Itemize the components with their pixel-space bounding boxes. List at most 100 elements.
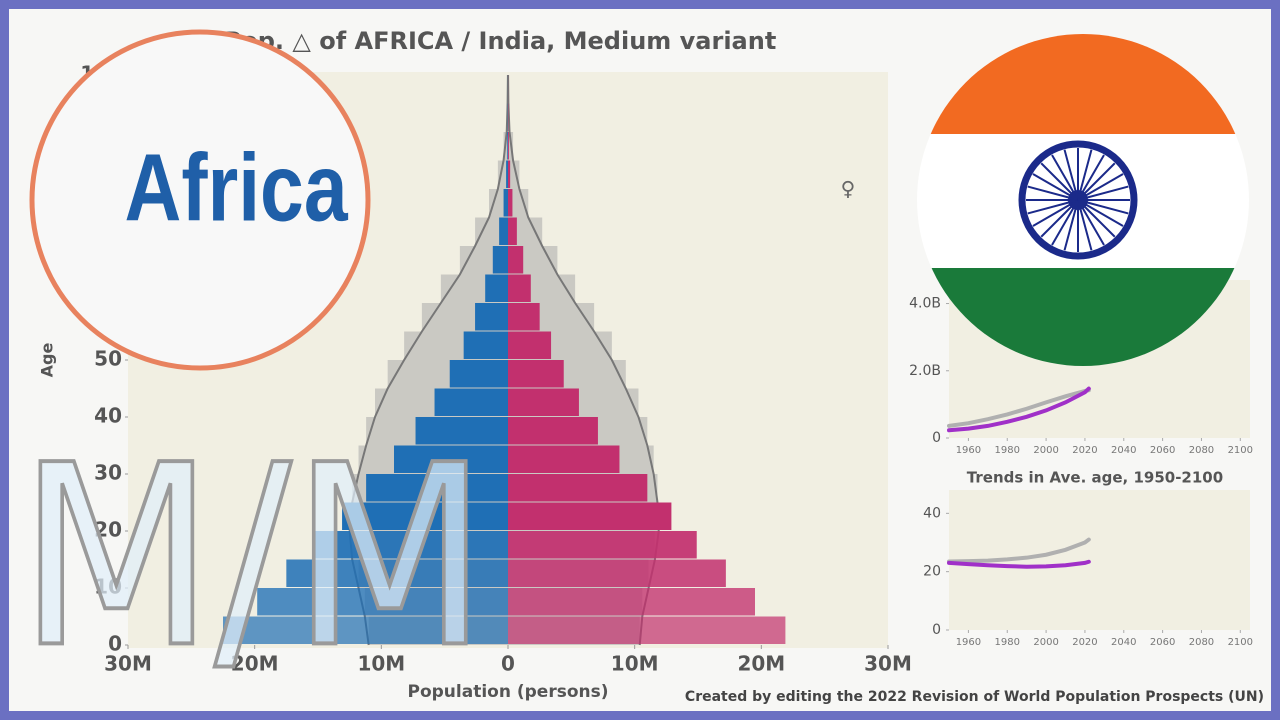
spoke — [1077, 199, 1105, 246]
x-tick-label: 1960 — [956, 445, 981, 456]
y-axis-label: Age — [38, 343, 57, 378]
bar — [508, 588, 755, 616]
spoke — [1077, 199, 1124, 227]
badge-circle — [29, 29, 371, 371]
chart-title: Trends in Ave. age, 1950-2100 — [967, 469, 1223, 487]
spoke — [1063, 199, 1079, 251]
spoke — [1077, 199, 1093, 251]
reference-bar — [497, 160, 508, 189]
chart-title: Pop. △ of AFRICA / India, Medium variant — [224, 27, 777, 55]
spoke — [1077, 173, 1124, 201]
line — [947, 388, 1091, 428]
spoke — [1077, 185, 1129, 201]
bar — [503, 189, 508, 217]
bar — [257, 588, 508, 616]
bar — [508, 189, 513, 217]
spoke — [1077, 149, 1093, 201]
annotation: ♀ — [841, 177, 856, 201]
bar — [394, 445, 508, 473]
x-tick-label: 2000 — [1033, 637, 1058, 648]
reference-bar — [508, 189, 529, 218]
x-tick-label: 2000 — [1033, 445, 1058, 456]
x-tick-label: 20M — [737, 652, 785, 676]
line — [947, 386, 1091, 433]
bar — [342, 502, 508, 530]
bar — [508, 331, 552, 359]
chakra — [1018, 140, 1138, 260]
bar — [508, 502, 672, 530]
bar — [508, 559, 726, 587]
x-tick-label: 2020 — [1072, 445, 1097, 456]
x-tick-label: 0 — [501, 652, 515, 676]
x-tick-label: 2020 — [1072, 637, 1097, 648]
bar — [499, 217, 508, 245]
y-tick-label: 10 — [94, 575, 122, 599]
bar — [475, 303, 508, 331]
bar — [508, 217, 517, 245]
x-tick-label: 2100 — [1228, 445, 1253, 456]
x-tick-label: 20M — [231, 652, 279, 676]
bar — [508, 474, 648, 502]
bar — [366, 474, 508, 502]
spoke — [1032, 173, 1079, 201]
charts: 010203040506070809010030M20M10M010M20M30… — [80, 62, 1253, 676]
bar — [506, 160, 508, 188]
x-tick-label: 2080 — [1189, 445, 1214, 456]
spoke — [1027, 185, 1079, 201]
y-tick-label: 50 — [94, 347, 122, 371]
bar — [508, 360, 564, 388]
x-tick-label: 1960 — [956, 637, 981, 648]
x-tick-label: 2080 — [1189, 637, 1214, 648]
x-tick-label: 2040 — [1111, 445, 1136, 456]
bar — [508, 132, 509, 160]
watermark: M/M — [18, 411, 488, 702]
reference-bar — [508, 160, 520, 189]
bar — [415, 417, 508, 445]
spoke — [1051, 154, 1079, 201]
spoke — [1077, 162, 1116, 201]
bar — [485, 274, 508, 302]
x-tick-label: 10M — [611, 652, 659, 676]
y-tick-label: 20 — [923, 564, 941, 580]
spoke — [1040, 199, 1079, 238]
bar — [508, 616, 786, 644]
reference-bar — [489, 189, 508, 218]
spoke — [1063, 149, 1079, 201]
bar — [508, 417, 598, 445]
x-tick-label: 30M — [864, 652, 912, 676]
y-tick-label: 4.0B — [909, 296, 941, 312]
y-tick-label: 40 — [94, 404, 122, 428]
x-tick-label: 2060 — [1150, 445, 1175, 456]
spoke — [1032, 199, 1079, 227]
spoke — [1040, 162, 1079, 201]
bar — [508, 160, 511, 188]
x-tick-label: 1980 — [995, 445, 1020, 456]
bar — [508, 531, 697, 559]
credit: Created by editing the 2022 Revision of … — [685, 689, 1264, 705]
bar — [508, 274, 531, 302]
x-tick-label: 1980 — [995, 637, 1020, 648]
bar — [492, 246, 508, 274]
bar — [286, 559, 508, 587]
bar — [507, 132, 508, 160]
y-tick-label: 2.0B — [909, 363, 941, 379]
y-tick-label: 0 — [932, 430, 941, 446]
spoke — [1077, 199, 1129, 215]
bar — [508, 445, 620, 473]
y-tick-label: 30 — [94, 461, 122, 485]
spoke — [1077, 154, 1105, 201]
spoke — [1077, 199, 1116, 238]
bar — [508, 303, 540, 331]
y-tick-label: 40 — [923, 505, 941, 521]
y-tick-label: 0 — [932, 622, 941, 638]
chakra-spokes — [1026, 148, 1130, 252]
bar — [508, 388, 579, 416]
y-tick-label: 20 — [94, 518, 122, 542]
x-tick-label: 2040 — [1111, 637, 1136, 648]
badge-text: Africa — [125, 134, 349, 241]
bar — [434, 388, 508, 416]
x-tick-label: 2060 — [1150, 637, 1175, 648]
bar — [315, 531, 508, 559]
bar — [223, 616, 508, 644]
